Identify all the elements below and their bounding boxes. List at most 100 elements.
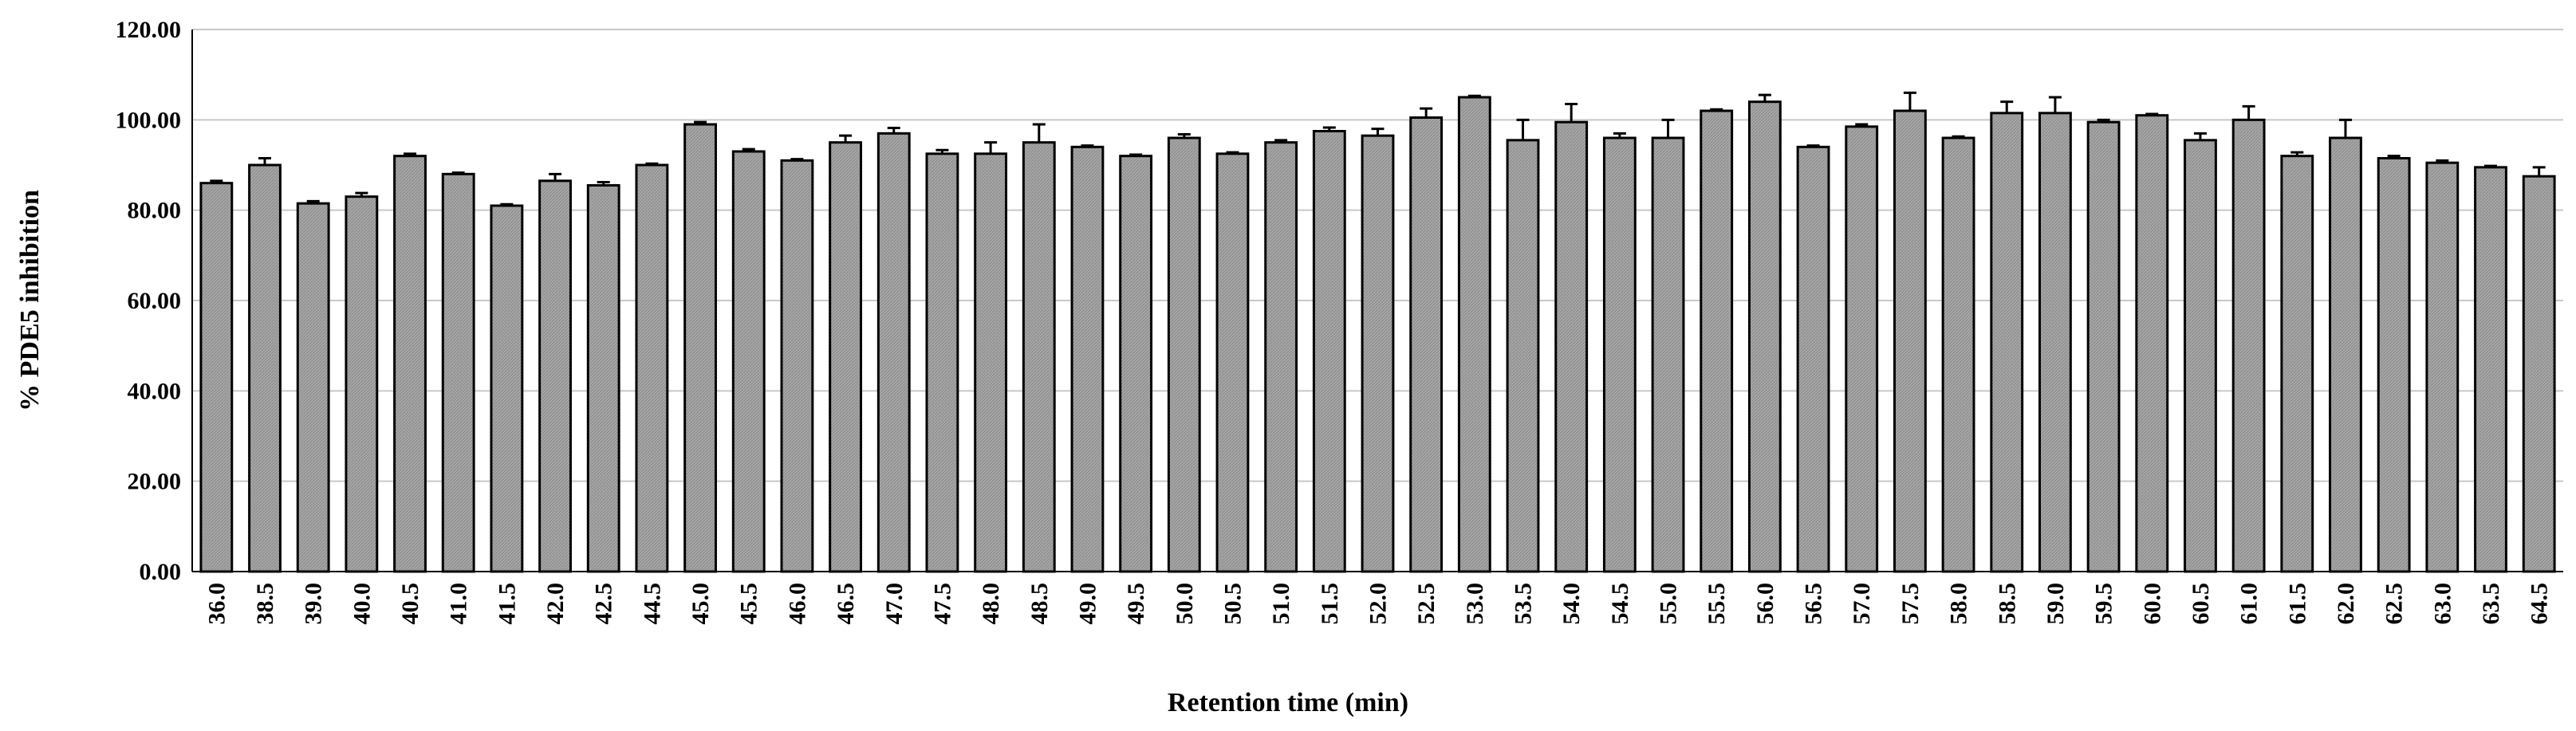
bar <box>2377 157 2411 573</box>
error-bar <box>2483 164 2497 167</box>
x-tick-label: 62.0 <box>2333 583 2359 625</box>
error-bar <box>2097 118 2110 123</box>
x-tick-label: 59.0 <box>2042 583 2069 625</box>
bar <box>1651 136 1685 573</box>
error-bar <box>500 202 514 206</box>
x-tick-label: 41.5 <box>494 583 520 625</box>
bar <box>829 141 863 573</box>
x-tick-label: 46.0 <box>784 583 810 625</box>
x-tick-label: 54.5 <box>1607 583 1633 625</box>
bar <box>1941 136 1975 573</box>
y-tick-label: 60.00 <box>128 288 182 314</box>
bar <box>1070 145 1105 573</box>
error-bar <box>694 120 707 124</box>
bar <box>731 150 766 573</box>
bar <box>199 182 234 573</box>
bar <box>2231 118 2266 573</box>
bar <box>441 172 475 573</box>
x-tick-label: 48.0 <box>978 583 1004 625</box>
error-bar <box>1177 132 1191 138</box>
bar <box>1312 130 1346 573</box>
x-tick-label: 57.5 <box>1897 583 1924 625</box>
bar <box>1022 141 1056 573</box>
error-bar <box>306 199 320 204</box>
x-tick-label: 41.0 <box>446 583 472 625</box>
bar <box>296 202 330 573</box>
y-axis-title: % PDE5 inhibition <box>15 190 45 411</box>
error-bar <box>2242 104 2255 120</box>
bar <box>780 159 814 573</box>
x-tick-label: 59.5 <box>2091 583 2117 625</box>
x-tick-label: 60.0 <box>2139 583 2165 625</box>
x-tick-label: 45.5 <box>736 583 762 625</box>
x-tick-label: 47.0 <box>881 583 908 625</box>
x-tick-label: 55.0 <box>1656 583 1682 625</box>
error-bar <box>210 179 223 183</box>
bar <box>1506 139 1540 573</box>
bar <box>2280 155 2314 573</box>
x-tick-label: 52.5 <box>1413 583 1440 625</box>
error-bar <box>1516 118 1530 140</box>
error-bar <box>935 148 949 154</box>
bar <box>925 152 959 573</box>
error-bar <box>1565 103 1578 123</box>
error-bar <box>1322 126 1336 132</box>
bar <box>1602 136 1637 573</box>
x-tick-label: 56.0 <box>1752 583 1778 625</box>
bar <box>2474 166 2507 573</box>
error-bar <box>1661 118 1675 138</box>
error-bar <box>2048 96 2062 113</box>
bar <box>490 204 524 573</box>
bar <box>1457 96 1491 573</box>
error-bar <box>597 181 610 186</box>
error-bar <box>2000 100 2014 113</box>
bar <box>1845 125 1879 573</box>
error-bar <box>1855 123 1869 127</box>
error-bar <box>742 147 755 151</box>
error-bar <box>1952 135 1965 138</box>
bar <box>2086 120 2121 573</box>
x-tick-label: 39.0 <box>301 583 327 625</box>
error-bar <box>1903 91 1916 111</box>
x-tick-label: 42.5 <box>591 583 617 625</box>
bar <box>635 163 669 573</box>
x-tick-label: 46.5 <box>833 583 859 625</box>
x-tick-label: 53.0 <box>1462 583 1488 625</box>
x-tick-label: 51.0 <box>1268 583 1294 625</box>
x-tick-label: 38.5 <box>252 583 278 625</box>
error-bar <box>887 127 900 134</box>
x-tick-label: 50.0 <box>1172 583 1198 625</box>
bar <box>393 155 427 573</box>
bar <box>1409 116 1444 573</box>
x-tick-label: 48.5 <box>1026 583 1053 625</box>
x-tick-label: 63.5 <box>2478 583 2504 625</box>
bar <box>2038 112 2072 573</box>
error-bar <box>2387 155 2401 159</box>
x-tick-label: 58.5 <box>1994 583 2020 625</box>
error-bar <box>2338 118 2352 138</box>
bar <box>1215 152 1250 573</box>
x-tick-label: 52.0 <box>1365 583 1392 625</box>
error-bar <box>1226 151 1239 154</box>
x-tick-label: 60.5 <box>2188 583 2214 625</box>
bar <box>1119 155 1153 573</box>
error-bar <box>2532 166 2546 177</box>
error-bar <box>1613 132 1626 138</box>
error-bar <box>404 152 417 156</box>
x-tick-label: 51.5 <box>1317 583 1343 625</box>
bar <box>345 195 379 573</box>
error-bar <box>2436 159 2449 163</box>
x-tick-label: 56.5 <box>1801 583 1827 625</box>
bar <box>1747 100 1782 573</box>
error-bar <box>1710 108 1723 111</box>
error-bar <box>2290 151 2304 156</box>
y-tick-label: 120.00 <box>116 17 182 43</box>
x-tick-label: 62.5 <box>2381 583 2408 625</box>
error-bar <box>1129 153 1143 156</box>
error-bar <box>1274 139 1288 143</box>
error-bar <box>451 171 465 175</box>
error-bar <box>549 172 562 181</box>
error-bar <box>1806 144 1820 147</box>
error-bar <box>2145 112 2159 116</box>
